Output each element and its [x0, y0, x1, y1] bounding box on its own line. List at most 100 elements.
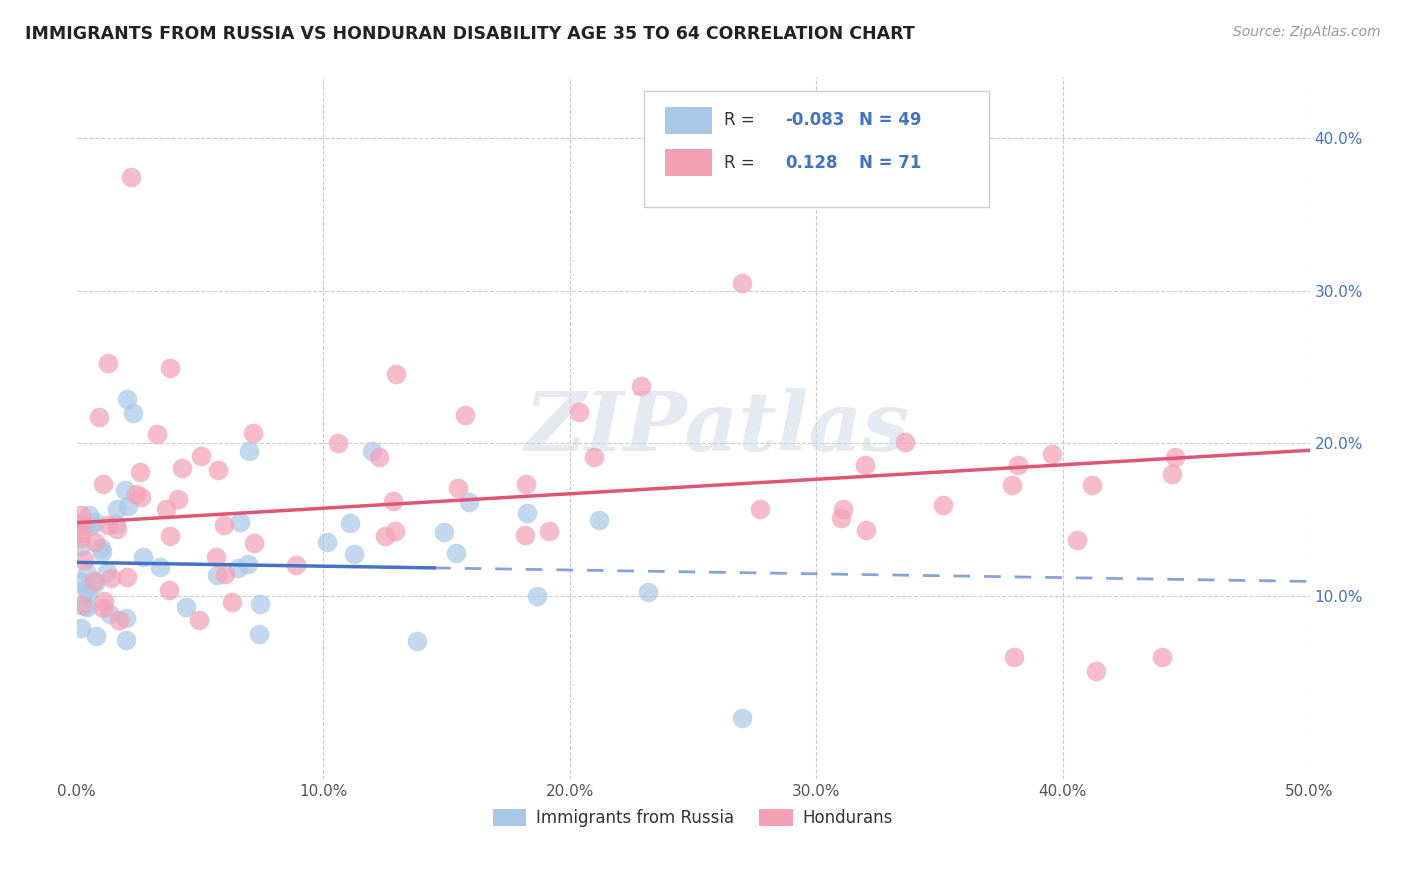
Point [1081, 478, 1104, 492]
Point [853, 458, 876, 472]
Point [97, 517, 120, 532]
Point [79, 518, 101, 533]
Point [242, 536, 264, 550]
Point [70, 531, 93, 545]
Text: ZIPatlas: ZIPatlas [524, 388, 911, 468]
Text: Source: ZipAtlas.com: Source: ZipAtlas.com [1233, 25, 1381, 39]
Point [538, 524, 561, 538]
Point [157, 583, 180, 598]
Text: IMMIGRANTS FROM RUSSIA VS HONDURAN DISABILITY AGE 35 TO 64 CORRELATION CHART: IMMIGRANTS FROM RUSSIA VS HONDURAN DISAB… [25, 25, 915, 43]
Point [568, 405, 591, 419]
Point [125, 487, 148, 501]
Bar [665, 149, 711, 176]
Point [226, 561, 249, 575]
Point [406, 633, 429, 648]
Point [731, 711, 754, 725]
Point [91, 545, 114, 559]
Point [238, 444, 260, 458]
Point [749, 502, 772, 516]
Point [70, 574, 93, 589]
Point [513, 528, 536, 542]
Point [433, 524, 456, 539]
Bar [665, 107, 711, 134]
Point [76, 566, 98, 580]
Point [98, 607, 121, 621]
Point [70, 539, 93, 553]
Point [70, 598, 93, 612]
Point [108, 613, 131, 627]
Point [83, 574, 105, 589]
Point [1040, 447, 1063, 461]
Point [454, 408, 477, 422]
Point [374, 528, 396, 542]
Point [114, 483, 136, 497]
Point [932, 499, 955, 513]
Point [75, 582, 97, 596]
Text: N = 71: N = 71 [859, 154, 922, 172]
Point [1164, 450, 1187, 465]
Point [104, 517, 127, 532]
Point [120, 169, 142, 184]
Point [236, 557, 259, 571]
Point [70, 621, 93, 635]
Text: 0.128: 0.128 [786, 154, 838, 172]
Point [97, 356, 120, 370]
Point [149, 560, 172, 574]
Point [96, 565, 118, 579]
Point [384, 367, 406, 381]
Point [1066, 533, 1088, 547]
Point [75, 517, 97, 532]
Point [1007, 458, 1029, 473]
Point [207, 463, 229, 477]
Point [381, 494, 404, 508]
Point [105, 502, 128, 516]
Point [637, 585, 659, 599]
Point [117, 499, 139, 513]
Point [70, 516, 93, 530]
Point [187, 613, 209, 627]
Point [894, 435, 917, 450]
Point [167, 492, 190, 507]
Point [368, 450, 391, 465]
Point [249, 627, 271, 641]
Point [855, 523, 877, 537]
Point [174, 600, 197, 615]
Point [1161, 467, 1184, 482]
Point [242, 426, 264, 441]
Point [212, 518, 235, 533]
Point [83, 535, 105, 549]
Point [122, 406, 145, 420]
Point [526, 589, 548, 603]
Legend: Immigrants from Russia, Hondurans: Immigrants from Russia, Hondurans [486, 802, 900, 834]
Text: R =: R = [724, 112, 759, 129]
Point [342, 547, 364, 561]
Point [515, 476, 537, 491]
Point [731, 277, 754, 291]
Point [70, 525, 93, 540]
Point [831, 502, 853, 516]
Point [129, 466, 152, 480]
Point [91, 477, 114, 491]
Text: N = 49: N = 49 [859, 112, 922, 129]
Text: -0.083: -0.083 [786, 112, 845, 129]
Point [582, 450, 605, 464]
Point [316, 534, 339, 549]
Point [1150, 649, 1173, 664]
Point [384, 524, 406, 538]
Point [76, 586, 98, 600]
Point [70, 508, 93, 522]
Point [285, 558, 308, 573]
Point [72, 553, 94, 567]
Point [117, 392, 139, 406]
Point [204, 549, 226, 564]
Point [361, 444, 384, 458]
Point [190, 449, 212, 463]
Point [73, 599, 96, 614]
Point [84, 629, 107, 643]
Text: R =: R = [724, 154, 759, 172]
Point [145, 426, 167, 441]
FancyBboxPatch shape [644, 92, 988, 207]
Point [1001, 478, 1024, 492]
Point [84, 515, 107, 529]
Point [221, 595, 243, 609]
